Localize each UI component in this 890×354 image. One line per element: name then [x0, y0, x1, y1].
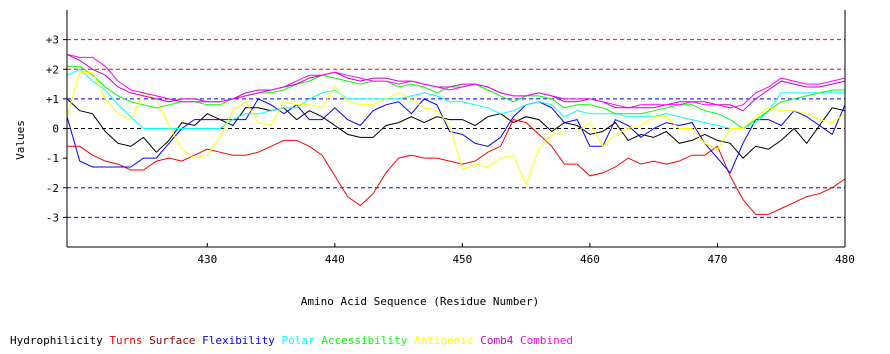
x-tick-label: 470 — [708, 253, 728, 266]
series-line-polar — [66, 68, 845, 129]
y-axis-label: Values — [14, 120, 27, 160]
x-axis-label: Amino Acid Sequence (Residue Number) — [301, 295, 539, 308]
x-tick-label: 440 — [325, 253, 345, 266]
series-layer — [66, 53, 846, 215]
legend: Hydrophilicity Turns Surface Flexibility… — [10, 334, 573, 347]
y-tick-label: +1 — [46, 93, 59, 106]
x-tick-label: 480 — [835, 253, 855, 266]
y-tick-label: +2 — [46, 63, 59, 76]
y-tick-label: -2 — [46, 182, 59, 195]
x-tick-label: 430 — [197, 253, 217, 266]
legend-item-comb4: Comb4 — [474, 334, 514, 347]
series-line-combined — [66, 53, 846, 109]
y-tick-label: -3 — [46, 211, 59, 224]
y-ticks: +3 +2 +1 0 -1 -2 -3 — [46, 34, 67, 224]
y-tick-label: -1 — [46, 152, 59, 165]
x-ticks: 430 440 450 460 470 480 — [197, 243, 855, 266]
legend-item-surface: Surface — [142, 334, 195, 347]
legend-item-turns: Turns — [103, 334, 143, 347]
series-line-hydrophilicity — [66, 98, 846, 159]
legend-item-antigenic: Antigenic — [407, 334, 473, 347]
legend-item-combined: Combined — [513, 334, 573, 347]
x-tick-label: 450 — [452, 253, 472, 266]
legend-item-accessibility: Accessibility — [315, 334, 408, 347]
y-tick-label: +3 — [46, 34, 59, 47]
series-line-flexibility — [66, 98, 846, 174]
legend-item-flexibility: Flexibility — [195, 334, 275, 347]
x-tick-label: 460 — [580, 253, 600, 266]
legend-item-hydrophilicity: Hydrophilicity — [10, 334, 103, 347]
series-line-antigenic — [66, 71, 846, 187]
legend-item-polar: Polar — [275, 334, 315, 347]
series-line-turns — [67, 119, 846, 215]
y-tick-label: 0 — [52, 123, 59, 136]
